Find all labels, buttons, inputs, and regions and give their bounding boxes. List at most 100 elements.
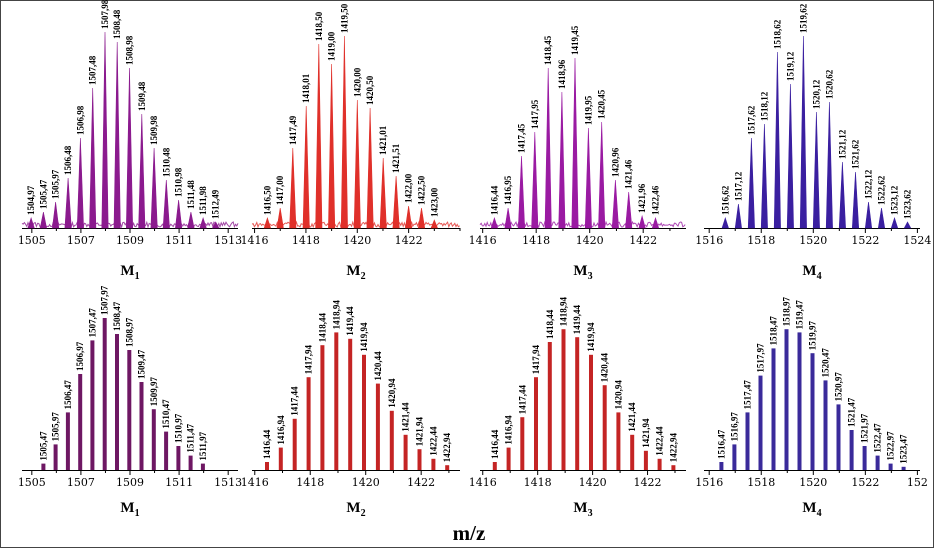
x-tick-label: 1524 [903, 234, 931, 247]
peak-mz-label: 1421,44 [627, 402, 637, 432]
isotope-bar [265, 462, 269, 470]
panel-title: M1 [120, 500, 139, 519]
peak-mz-label: 1419,45 [570, 25, 580, 55]
spectrum-peak [162, 179, 170, 229]
peak-mz-label: 1419,94 [586, 322, 596, 352]
panel-title: M3 [573, 500, 592, 519]
peak-mz-label: 1520,97 [834, 372, 844, 402]
peak-mz-label: 1506,97 [75, 341, 85, 371]
x-tick-label: 1511 [165, 476, 193, 489]
spectrum-peak [430, 219, 438, 229]
isotope-bar [389, 410, 394, 470]
panel-title: M2 [346, 500, 365, 519]
spectrum-peak [27, 217, 35, 229]
panel-title: M2 [346, 263, 365, 282]
spectrum-peak [864, 201, 873, 229]
spectrum-peak [125, 67, 134, 229]
x-tick-label: 1422 [629, 234, 657, 247]
peak-mz-label: 1522,97 [886, 431, 896, 461]
peak-mz-label: 1422,94 [442, 432, 452, 462]
peak-mz-label: 1517,12 [733, 171, 743, 201]
spectrum-peak [392, 175, 400, 229]
isotope-bar [849, 430, 854, 470]
isotope-bar [547, 342, 552, 470]
peak-mz-label: 1509,47 [137, 349, 147, 379]
peak-mz-label: 1423,00 [429, 187, 439, 217]
x-tick-label: 1513 [214, 234, 242, 247]
peak-mz-label: 1506,47 [63, 380, 73, 410]
spectrum-peak [734, 203, 742, 229]
spectrum-peak [199, 217, 207, 229]
isotope-bar [78, 374, 83, 470]
peak-mz-label: 1420,44 [373, 351, 383, 381]
peak-mz-label: 1506,48 [63, 145, 73, 175]
peak-mz-label: 1510,47 [161, 399, 171, 429]
peak-mz-label: 1507,48 [88, 55, 98, 85]
x-tick-label: 1509 [116, 234, 144, 247]
spectrum-peak [877, 207, 886, 229]
peak-mz-label: 1420,96 [610, 147, 620, 177]
isotope-bar [306, 377, 311, 470]
panel-title-main: M [346, 263, 360, 279]
peak-mz-label: 1419,00 [327, 31, 337, 61]
x-tick-label: 1416 [469, 476, 497, 489]
peak-mz-label: 1417,44 [290, 386, 300, 416]
peak-mz-label: 1519,62 [798, 3, 808, 33]
isotope-bar [589, 354, 593, 470]
peak-mz-label: 1509,97 [149, 376, 159, 406]
peak-mz-label: 1509,48 [137, 81, 147, 111]
peak-mz-label: 1516,47 [716, 429, 726, 459]
peak-mz-label: 1422,00 [404, 173, 414, 203]
isotope-bar [657, 458, 662, 470]
spectrum-peak [212, 221, 220, 229]
spectrum-peak [584, 127, 592, 229]
spectrum-peak [611, 179, 619, 229]
x-tick-label: 1416 [241, 234, 269, 247]
panel-title-subscript: 4 [817, 271, 822, 282]
isotope-bar [616, 412, 621, 470]
isotope-bar [771, 348, 776, 470]
peak-mz-label: 1421,01 [378, 125, 388, 155]
spectrum-peak [89, 87, 97, 229]
x-tick-label: 1516 [695, 476, 723, 489]
spectrum-peak [417, 207, 426, 229]
isotope-bar [520, 417, 525, 470]
peak-mz-label: 1517,47 [743, 380, 753, 410]
peak-mz-label: 1505,47 [38, 431, 48, 461]
peak-mz-label: 1522,47 [873, 423, 883, 453]
isotope-bar [901, 466, 906, 470]
isotope-bar [200, 463, 205, 470]
peak-mz-label: 1417,95 [530, 99, 540, 129]
panel-title: M4 [802, 263, 821, 282]
peak-mz-label: 1419,44 [572, 304, 582, 334]
peak-mz-label: 1421,46 [624, 159, 634, 189]
spectrum-peak [558, 91, 566, 229]
spectrum-panel-top-M4: 1516 1518 1520 1522 1524 1516,62 1517,12 1517,6… [695, 3, 931, 282]
peak-mz-label: 1417,44 [517, 384, 527, 414]
spectrum-peak [353, 99, 361, 229]
peak-mz-label: 1422,44 [655, 426, 665, 456]
spectrum-peak [903, 221, 912, 229]
peak-mz-label: 1417,00 [275, 175, 285, 205]
panel-title-subscript: 4 [817, 508, 822, 519]
isotope-bar [375, 383, 380, 470]
peak-mz-label: 1418,45 [543, 35, 553, 65]
spectrum-peak [544, 67, 552, 229]
panel-title-subscript: 3 [588, 508, 593, 519]
spectrum-peak [340, 35, 348, 229]
spectrum-peak [76, 137, 84, 229]
x-tick-label: 1516 [695, 234, 723, 247]
isotope-bar [784, 329, 789, 470]
isotope-bar [348, 338, 353, 470]
isotope-bar [810, 353, 815, 470]
spectrum-peak [786, 83, 794, 229]
spectrum-peak [187, 211, 195, 229]
x-tick-label: 1507 [67, 234, 95, 247]
panel-title: M4 [802, 500, 821, 519]
peak-mz-label: 1505,97 [51, 412, 61, 442]
isotope-bar [671, 465, 676, 470]
peak-mz-label: 1520,12 [811, 79, 821, 109]
peak-mz-label: 1507,47 [87, 308, 97, 338]
peak-mz-label: 1417,49 [288, 115, 298, 145]
